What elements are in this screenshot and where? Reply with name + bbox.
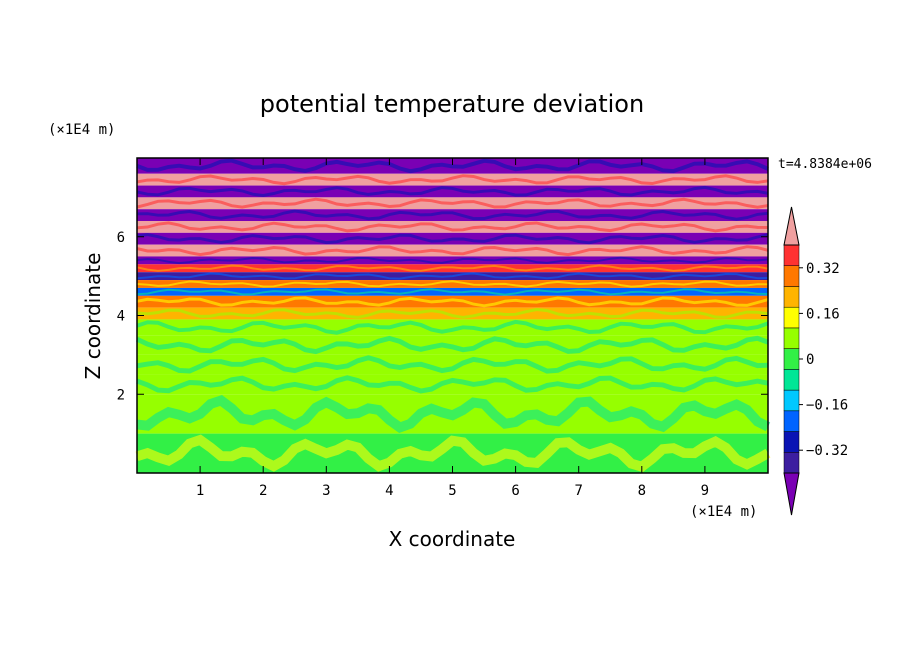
contour-band-texture-15 [136,319,769,335]
x-tick-label: 8 [638,483,646,499]
colorbar-tick-label: 0 [806,352,814,368]
x-tick-label: 3 [322,483,330,499]
contour-band-11 [137,280,768,288]
contour-band-5 [137,221,768,233]
contour-band-13 [137,295,768,308]
contour-band-4 [137,209,768,221]
y-axis-unit: (×1E4 m) [48,122,115,138]
x-axis-label: X coordinate [389,527,516,551]
x-tick-label: 7 [574,483,582,499]
chart-title: potential temperature deviation [260,90,644,118]
colorbar-segment [783,286,800,308]
colorbar-tick-label: −0.32 [806,443,848,459]
contour-band-texture-9 [136,264,769,272]
contour-band-texture-20 [135,434,771,473]
colorbar-segment [783,244,800,266]
colorbar-tick-label: 0.16 [806,306,840,322]
contour-band-texture-11 [136,280,769,288]
colorbar-segment [783,265,800,287]
contour-band-texture-5 [136,221,769,233]
contour-band-texture-6 [136,233,769,245]
contour-band-texture-18 [136,375,769,394]
colorbar-extend-max [783,206,800,246]
x-tick-label: 6 [511,483,519,499]
contour-band-texture-13 [136,296,769,308]
y-axis-ticks: 2 4 6 [117,230,768,403]
contour-band-texture-12 [136,288,769,296]
colorbar-tick-label: −0.16 [806,398,848,414]
contour-band-texture-2 [136,185,769,197]
colorbar-segment [783,348,800,370]
contour-band-7 [137,244,768,257]
contour-band-15 [137,319,768,336]
colorbar-segment [783,389,800,412]
colorbar-segment [783,431,800,453]
colorbar-segment [783,306,800,329]
contour-band-texture-8 [136,256,769,265]
x-axis-unit: (×1E4 m) [690,504,757,520]
colorbar-tick-label: 0.32 [806,261,840,277]
colorbar-segment [783,410,800,432]
contour-band-texture-3 [136,197,769,209]
contour-plot-area [135,157,771,474]
colorbar-extend-min [783,472,800,516]
colorbar-segment [783,452,800,474]
contour-band-texture-19 [136,395,771,434]
x-axis-ticks: 1 2 3 4 5 6 7 8 9 [196,158,709,499]
contour-band-texture-14 [136,308,769,319]
contour-band-1 [137,173,768,186]
contour-band-2 [137,185,768,198]
colorbar: 0.32 0.16 0 −0.16 −0.32 [783,206,848,516]
x-tick-label: 2 [259,483,267,499]
x-tick-label: 5 [448,483,456,499]
contour-band-texture-17 [136,355,769,374]
x-tick-label: 9 [701,483,709,499]
colorbar-segment [783,369,800,391]
contour-band-texture-1 [136,174,769,186]
x-tick-label: 4 [385,483,393,499]
contour-band-14 [137,307,768,320]
time-label: t=4.8384e+06 [778,157,872,172]
y-tick-label: 2 [117,387,125,403]
y-axis-label: Z coordinate [81,253,105,380]
x-tick-label: 1 [196,483,204,499]
y-tick-label: 6 [117,230,125,246]
contour-band-texture-0 [136,158,769,174]
contour-band-texture-10 [136,272,769,280]
contour-band-texture-7 [136,245,769,257]
contour-band-texture-4 [136,209,769,221]
contour-band-texture-16 [135,335,769,355]
colorbar-segment [783,327,800,349]
y-tick-label: 4 [117,309,125,325]
